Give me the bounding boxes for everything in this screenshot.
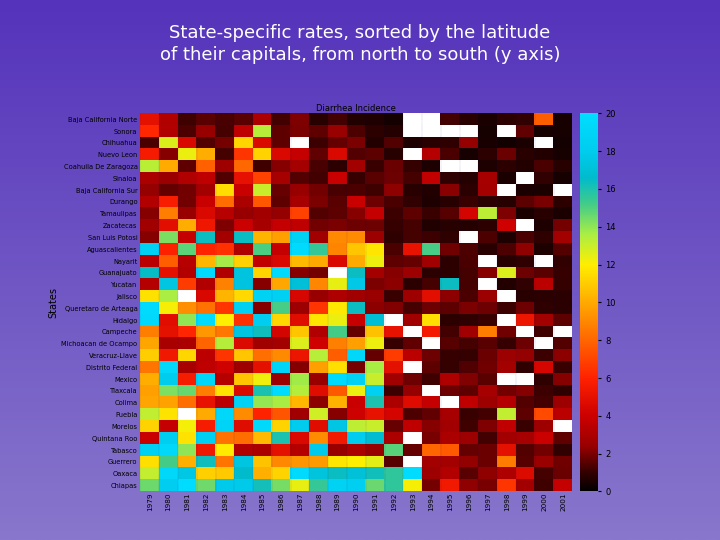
- Title: Diarrhea Incidence: Diarrhea Incidence: [317, 104, 396, 113]
- Y-axis label: States: States: [49, 287, 59, 318]
- Text: State-specific rates, sorted by the latitude: State-specific rates, sorted by the lati…: [169, 24, 551, 42]
- Text: of their capitals, from north to south (y axis): of their capitals, from north to south (…: [160, 46, 560, 64]
